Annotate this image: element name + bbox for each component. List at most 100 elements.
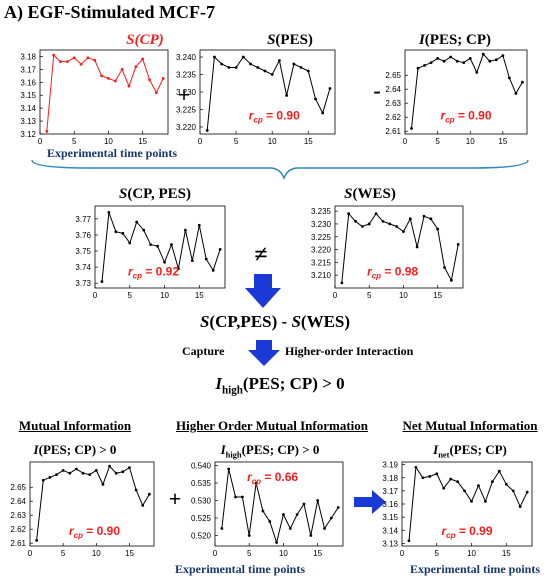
y-tick-label: 3.230 [176,88,197,97]
y-tick-label: 0.520 [191,532,212,541]
plot-frame [39,49,169,135]
data-point [475,71,479,74]
data-point [141,57,145,61]
capture-label: Capture [182,344,225,358]
data-point [148,78,151,82]
x-tick-label: 0 [28,549,33,558]
y-tick-label: 3.210 [311,271,332,280]
y-tick-label: 3.13 [382,539,398,548]
data-point [261,509,265,513]
data-point [429,61,433,64]
y-tick-label: 3.18 [20,52,36,61]
data-point [328,87,332,90]
data-point [218,248,222,251]
y-tick-label: 3.12 [20,130,36,139]
rcp-subscript: cp [372,272,381,281]
plot-mi-bottom: 2.61 2.62 2.63 2.64 2.65 0 5 10 15 rcp = 0.90 [10,461,155,558]
caption-time-points-top: Experimental time points [47,146,177,160]
data-point [135,220,139,224]
rcp-subscript: cp [253,116,262,125]
data-point [428,475,432,478]
data-point [442,486,446,490]
data-point [107,77,110,80]
rcp-value: = 0.90 [83,524,120,538]
data-point [354,219,357,223]
data-point [302,502,306,506]
x-tick-label: 10 [160,291,169,300]
down-arrow-shape [245,274,281,308]
data-point [395,225,399,228]
section-higher-order-mi: Higher Order Mutual Information [176,418,368,433]
rcp-label: rcp = 0.98 [367,265,418,281]
figure-heading: A) EGF-Stimulated MCF-7 [4,2,215,22]
data-point [241,55,245,59]
chart-svg: 2.61 2.62 2.63 2.64 2.65 0 5 10 15 rcp = 0.90 [385,49,528,146]
caption-time-points-bottom-left: Experimental time points [175,562,305,576]
data-point [507,76,511,80]
data-point [408,217,412,221]
chart-svg: 3.220 3.225 3.230 3.235 3.240 0 5 10 15 rcp = 0.9… [176,49,336,146]
data-point [282,513,285,516]
data-point [247,534,251,537]
y-tick-label: 3.15 [382,513,398,522]
data-point [72,56,76,60]
data-point [484,499,487,503]
plot-frame [94,205,226,289]
y-tick-label: 2.62 [10,525,26,534]
data-point [340,281,344,285]
y-tick-label: 3.220 [311,246,332,255]
data-point [65,60,69,64]
data-point [511,489,515,493]
data-point [518,505,522,509]
data-point [190,259,194,263]
data-point [490,480,494,484]
plot-frame [29,461,155,547]
rcp-value: = 0.90 [454,109,491,123]
data-point [336,506,340,509]
subtitle-i-high: Ihigh(PES; CP) > 0 [220,442,320,460]
plot-i-net: 3.13 3.14 3.15 3.16 3.17 3.18 3.19 0 5 10 15 rcp = … [382,461,533,558]
x-tick-label: 0 [38,137,43,146]
data-point [114,471,118,475]
data-point [278,59,281,62]
data-point [449,278,453,282]
data-point [470,499,473,503]
data-point [227,467,231,471]
x-tick-label: 15 [313,549,322,558]
data-point [163,260,166,264]
rcp-label: rcp = 0.99 [441,524,492,540]
title-s-cp-pes: S(CP, PES) [119,186,191,202]
x-tick-label: 15 [498,137,507,146]
chart-svg: 3.210 3.215 3.220 3.225 3.230 3.235 0 5 10 15 rcp … [311,205,464,300]
section-mutual-information: Mutual Information [18,418,132,433]
rcp-value: = 0.66 [261,470,298,484]
title-i-pes-cp: I(PES; CP) [418,32,492,48]
data-point [501,54,505,57]
rcp-value: = 0.98 [381,265,418,279]
data-point [256,66,260,69]
plot-frame [334,205,464,289]
y-tick-label: 3.19 [382,461,398,470]
y-tick-label: 3.18 [382,474,398,483]
plot-s-cp-pes: 3.73 3.74 3.75 3.76 3.77 0 5 10 15 rcp = 0.92 [75,205,226,300]
data-point [442,59,446,63]
data-point [197,223,201,227]
data-point [402,230,405,234]
y-tick-label: 3.73 [75,279,91,288]
data-point [205,129,209,132]
data-point [422,214,426,218]
data-point [177,267,180,271]
series-line [46,54,164,132]
down-arrow-icon [248,340,280,366]
minus-operator: - [373,78,381,103]
data-point [93,58,97,62]
rcp-label: rcp = 0.90 [69,524,120,540]
rcp-label: rcp = 0.66 [247,470,298,486]
x-tick-label: 5 [61,549,66,558]
y-tick-label: 3.76 [75,231,91,240]
data-point [462,61,466,64]
chart-svg: 3.13 3.14 3.15 3.16 3.17 3.18 3.19 0 5 10 15 rcp = … [382,461,533,558]
rcp-subscript: cp [74,531,83,540]
data-point [35,539,39,542]
data-point [107,211,111,214]
